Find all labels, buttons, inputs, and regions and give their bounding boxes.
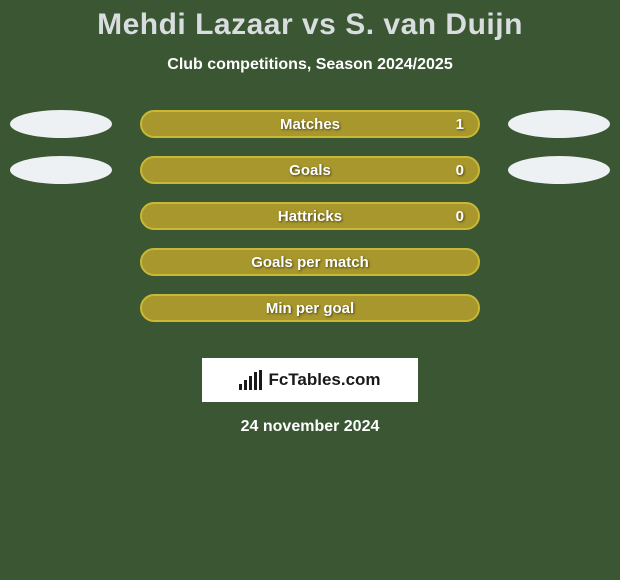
chart-icon bbox=[239, 370, 262, 390]
ellipse-left bbox=[10, 156, 112, 184]
subtitle: Club competitions, Season 2024/2025 bbox=[0, 56, 620, 74]
stat-bar: Matches 1 bbox=[140, 110, 480, 138]
stat-bar: Hattricks 0 bbox=[140, 202, 480, 230]
player1-name: Mehdi Lazaar bbox=[97, 8, 293, 41]
comparison-infographic: Mehdi Lazaar vs S. van Duijn Club compet… bbox=[0, 0, 620, 580]
stats-rows: Matches 1 Goals 0 Hattricks 0 Goals per match M… bbox=[0, 110, 620, 340]
logo-box: FcTables.com bbox=[202, 358, 418, 402]
stat-label: Min per goal bbox=[266, 300, 354, 317]
stat-row: Goals 0 bbox=[0, 156, 620, 202]
stat-label: Hattricks bbox=[278, 208, 342, 225]
player2-name: S. van Duijn bbox=[345, 8, 523, 41]
stat-bar: Min per goal bbox=[140, 294, 480, 322]
logo-text: FcTables.com bbox=[268, 370, 380, 390]
ellipse-right bbox=[508, 156, 610, 184]
stat-value: 0 bbox=[456, 208, 464, 225]
stat-label: Matches bbox=[280, 116, 340, 133]
stat-value: 1 bbox=[456, 116, 464, 133]
date-text: 24 november 2024 bbox=[0, 418, 620, 436]
page-title: Mehdi Lazaar vs S. van Duijn bbox=[0, 0, 620, 42]
stat-row: Matches 1 bbox=[0, 110, 620, 156]
ellipse-left bbox=[10, 110, 112, 138]
stat-row: Hattricks 0 bbox=[0, 202, 620, 248]
stat-row: Goals per match bbox=[0, 248, 620, 294]
stat-bar: Goals 0 bbox=[140, 156, 480, 184]
stat-value: 0 bbox=[456, 162, 464, 179]
stat-label: Goals bbox=[289, 162, 331, 179]
stat-label: Goals per match bbox=[251, 254, 369, 271]
ellipse-right bbox=[508, 110, 610, 138]
stat-bar: Goals per match bbox=[140, 248, 480, 276]
vs-text: vs bbox=[302, 8, 336, 41]
stat-row: Min per goal bbox=[0, 294, 620, 340]
